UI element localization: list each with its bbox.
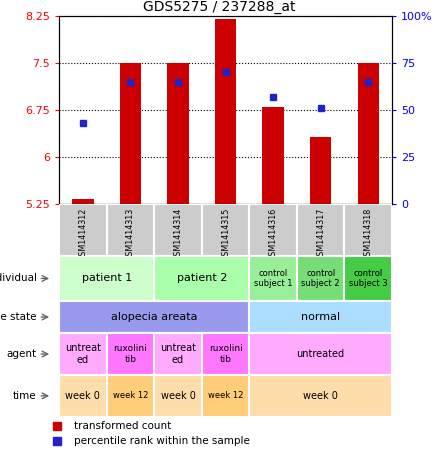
Text: week 12: week 12 <box>113 391 148 400</box>
Bar <box>344 256 392 301</box>
Text: patient 2: patient 2 <box>177 274 227 284</box>
Bar <box>249 333 392 375</box>
Text: GSM1414313: GSM1414313 <box>126 208 135 261</box>
Text: untreated: untreated <box>297 349 345 359</box>
Bar <box>120 63 141 204</box>
Text: GSM1414315: GSM1414315 <box>221 208 230 261</box>
Bar <box>107 375 154 417</box>
Text: GSM1414314: GSM1414314 <box>173 208 183 261</box>
Text: transformed count: transformed count <box>74 421 172 431</box>
Text: untreat
ed: untreat ed <box>65 343 101 365</box>
Bar <box>310 137 332 204</box>
Text: GSM1414317: GSM1414317 <box>316 208 325 261</box>
Text: patient 1: patient 1 <box>81 274 132 284</box>
Text: ruxolini
tib: ruxolini tib <box>208 344 243 364</box>
Bar <box>59 375 107 417</box>
Bar <box>249 375 392 417</box>
Bar <box>167 63 189 204</box>
Bar <box>357 63 379 204</box>
Bar <box>107 333 154 375</box>
Text: untreat
ed: untreat ed <box>160 343 196 365</box>
Bar <box>154 333 202 375</box>
Bar <box>59 256 154 301</box>
Text: week 0: week 0 <box>65 391 100 401</box>
Bar <box>297 256 344 301</box>
Text: individual: individual <box>0 274 37 284</box>
Bar <box>154 256 249 301</box>
Bar <box>72 199 94 204</box>
Text: week 12: week 12 <box>208 391 243 400</box>
Text: GSM1414318: GSM1414318 <box>364 208 373 261</box>
Text: ruxolini
tib: ruxolini tib <box>113 344 147 364</box>
Text: time: time <box>13 391 37 401</box>
Bar <box>107 204 154 256</box>
Bar <box>59 333 107 375</box>
Bar <box>154 204 202 256</box>
Text: week 0: week 0 <box>303 391 338 401</box>
Text: week 0: week 0 <box>161 391 195 401</box>
Bar <box>154 375 202 417</box>
Bar <box>59 204 107 256</box>
Text: GDS5275 / 237288_at: GDS5275 / 237288_at <box>143 0 295 14</box>
Bar <box>297 204 344 256</box>
Bar <box>249 301 392 333</box>
Text: normal: normal <box>301 312 340 322</box>
Bar <box>59 301 249 333</box>
Bar <box>215 19 236 204</box>
Text: GSM1414312: GSM1414312 <box>78 208 88 261</box>
Bar <box>202 333 249 375</box>
Text: disease state: disease state <box>0 312 37 322</box>
Bar <box>249 204 297 256</box>
Bar <box>202 204 249 256</box>
Text: control
subject 3: control subject 3 <box>349 269 388 288</box>
Bar <box>202 375 249 417</box>
Text: percentile rank within the sample: percentile rank within the sample <box>74 437 250 447</box>
Bar <box>249 256 297 301</box>
Text: alopecia areata: alopecia areata <box>111 312 198 322</box>
Bar <box>344 204 392 256</box>
Text: agent: agent <box>7 349 37 359</box>
Text: control
subject 1: control subject 1 <box>254 269 293 288</box>
Text: control
subject 2: control subject 2 <box>301 269 340 288</box>
Text: GSM1414316: GSM1414316 <box>268 208 278 261</box>
Bar <box>262 107 284 204</box>
